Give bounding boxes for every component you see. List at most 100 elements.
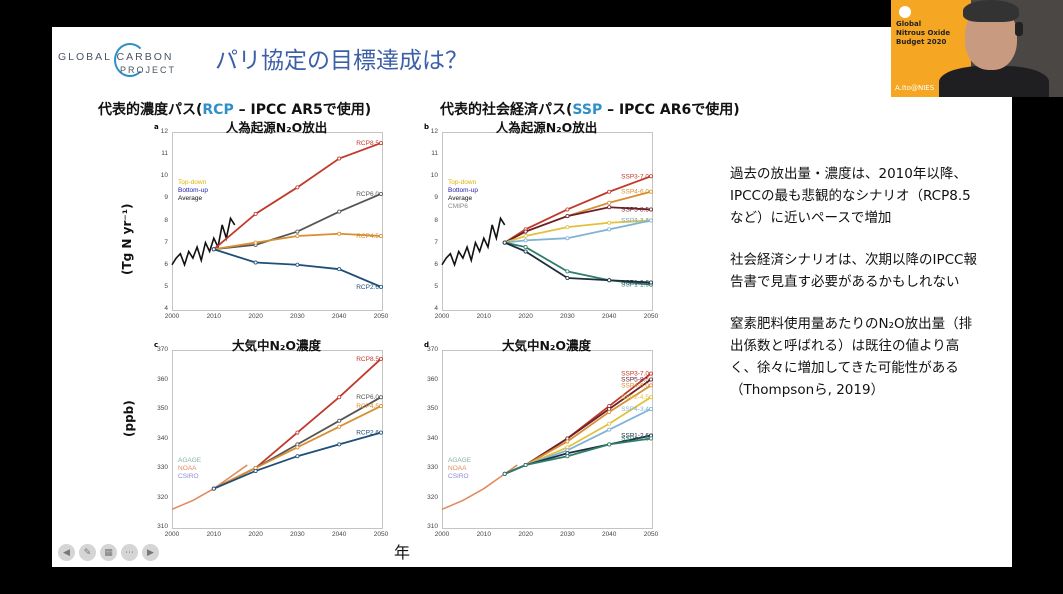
data-point [502, 240, 507, 245]
y-tick-label: 330 [427, 464, 438, 471]
commentary-paragraph-3: 窒素肥料使用量あたりのN₂O放出量（排出係数と呼ばれる）は既往の値より高く、徐々… [730, 316, 973, 398]
slide-sorter-icon[interactable]: ▦ [100, 544, 117, 561]
poster-line-1: Global [896, 20, 922, 28]
data-point [295, 454, 300, 459]
panel-letter: d [424, 341, 430, 349]
series-label: RCP4.5 [356, 233, 379, 240]
series-label: SSP3-7.0 [621, 371, 649, 378]
data-point [211, 486, 216, 491]
data-point [253, 240, 258, 245]
legend-entry: Top-down [178, 179, 207, 186]
y-tick-label: 6 [434, 260, 438, 268]
x-tick-label: 2020 [248, 313, 263, 320]
legend-entry: Average [178, 195, 203, 202]
legend-entry: CMIP6 [448, 203, 468, 210]
presentation-nav-toolbar: ◀ ✎ ▦ ⋯ ▶ [58, 544, 159, 561]
y-tick-label: 9 [164, 194, 168, 202]
poster-line-3: Budget 2020 [896, 38, 947, 46]
y-tick-label: 340 [157, 434, 168, 442]
data-point [648, 207, 653, 212]
data-point [295, 185, 300, 190]
y-tick-label: 320 [427, 493, 438, 501]
ssp-header-acronym: SSP [572, 102, 603, 118]
y-tick-label: 8 [434, 216, 438, 224]
speaker-body [939, 66, 1049, 97]
data-point [378, 395, 383, 400]
x-tick-label: 2000 [434, 313, 450, 320]
series-label: RCP8.5 [356, 356, 379, 363]
data-point [253, 260, 258, 265]
series-line-rcp2-6 [213, 431, 382, 490]
data-point [648, 174, 653, 179]
series-line-rcp6-0 [213, 193, 382, 251]
global-carbon-project-logo: GLOBAL CARBON PROJECT [58, 43, 186, 79]
ssp-section-header: 代表的社会経済パス(SSP – IPCC AR6で使用) [440, 99, 740, 119]
y-tick-label: 4 [164, 305, 168, 312]
x-tick-label: 2050 [643, 531, 659, 538]
commentary: 過去の放出量・濃度は、2010年以降、IPCCの最も悲観的なシナリオ（RCP8.… [730, 163, 980, 421]
x-tick-label: 2010 [206, 531, 222, 538]
panel-letter: b [424, 123, 430, 131]
y-tick-label: 7 [164, 238, 168, 246]
poster-line-2: Nitrous Oxide [896, 29, 951, 37]
ssp-header-post: – IPCC AR6で使用) [602, 102, 740, 118]
data-point [607, 205, 612, 210]
data-point [378, 430, 383, 435]
data-point [295, 430, 300, 435]
ssp-header-pre: 代表的社会経済パス( [440, 102, 573, 118]
x-tick-label: 2000 [164, 531, 180, 538]
chart-title: 人為起源N₂O放出 [225, 120, 328, 135]
data-point [337, 418, 342, 423]
concentration-unit-label: (ppb) [122, 400, 136, 437]
logo-line1: GLOBAL CARBON [58, 51, 174, 63]
y-tick-label: 350 [157, 405, 168, 412]
chart-a-rcp-emissions: a 人為起源N₂O放出 4 5 6 7 8 9 10 11 12 2000 2010 2020 2030 20… [152, 119, 402, 329]
x-axis-year-label: 年 [394, 543, 411, 562]
x-tick-label: 2020 [248, 531, 263, 538]
x-tick-label: 2000 [434, 531, 450, 538]
panel-letter: c [154, 341, 159, 349]
data-point [253, 211, 258, 216]
legend-entry: Average [448, 195, 473, 202]
data-point [502, 471, 507, 476]
data-point [565, 207, 570, 212]
data-point [565, 439, 570, 444]
chart-legend: Top-down Bottom-up Average CMIP6 [448, 179, 478, 211]
rcp-header-pre: 代表的濃度パス( [98, 102, 203, 118]
y-tick-label: 11 [161, 150, 168, 158]
data-point [607, 427, 612, 432]
more-options-icon[interactable]: ⋯ [121, 544, 138, 561]
legend-entry: Top-down [448, 179, 477, 186]
data-point [253, 468, 258, 473]
pen-tool-icon[interactable]: ✎ [79, 544, 96, 561]
y-tick-label: 9 [434, 194, 438, 202]
data-point [648, 395, 653, 400]
prev-slide-arrow-icon[interactable]: ◀ [58, 544, 75, 561]
y-tick-label: 12 [160, 128, 168, 135]
x-tick-label: 2030 [560, 531, 575, 538]
x-tick-label: 2040 [601, 531, 617, 538]
x-tick-label: 2010 [476, 313, 492, 320]
y-tick-label: 12 [430, 128, 438, 135]
commentary-paragraph-2: 社会経済シナリオは、次期以降のIPCC報告書で見直す必要があるかもしれない [730, 252, 977, 290]
logo-line2: PROJECT [120, 65, 177, 75]
data-point [648, 407, 653, 412]
series-label: SSP4-6.0 [621, 189, 649, 196]
data-point [523, 463, 528, 468]
chart-b-ssp-emissions: b 人為起源N₂O放出 4 5 6 7 8 9 10 11 12 2000 2010 2020 2030 20… [422, 119, 672, 329]
series-label: RCP6.0 [356, 191, 379, 198]
data-point [607, 278, 612, 283]
data-point [607, 442, 612, 447]
series-line-rcp2-6 [213, 248, 382, 288]
logo-ring-icon [114, 43, 146, 77]
data-point [337, 442, 342, 447]
y-tick-label: 360 [157, 375, 168, 383]
rcp-header-post: – IPCC AR5で使用) [233, 102, 372, 118]
next-slide-arrow-icon[interactable]: ▶ [142, 544, 159, 561]
x-tick-label: 2020 [518, 313, 533, 320]
x-tick-label: 2030 [290, 313, 305, 320]
series-label: SSP3-7.0 [621, 173, 649, 180]
y-tick-label: 340 [427, 434, 438, 442]
data-point [523, 245, 528, 250]
data-point [211, 247, 216, 252]
